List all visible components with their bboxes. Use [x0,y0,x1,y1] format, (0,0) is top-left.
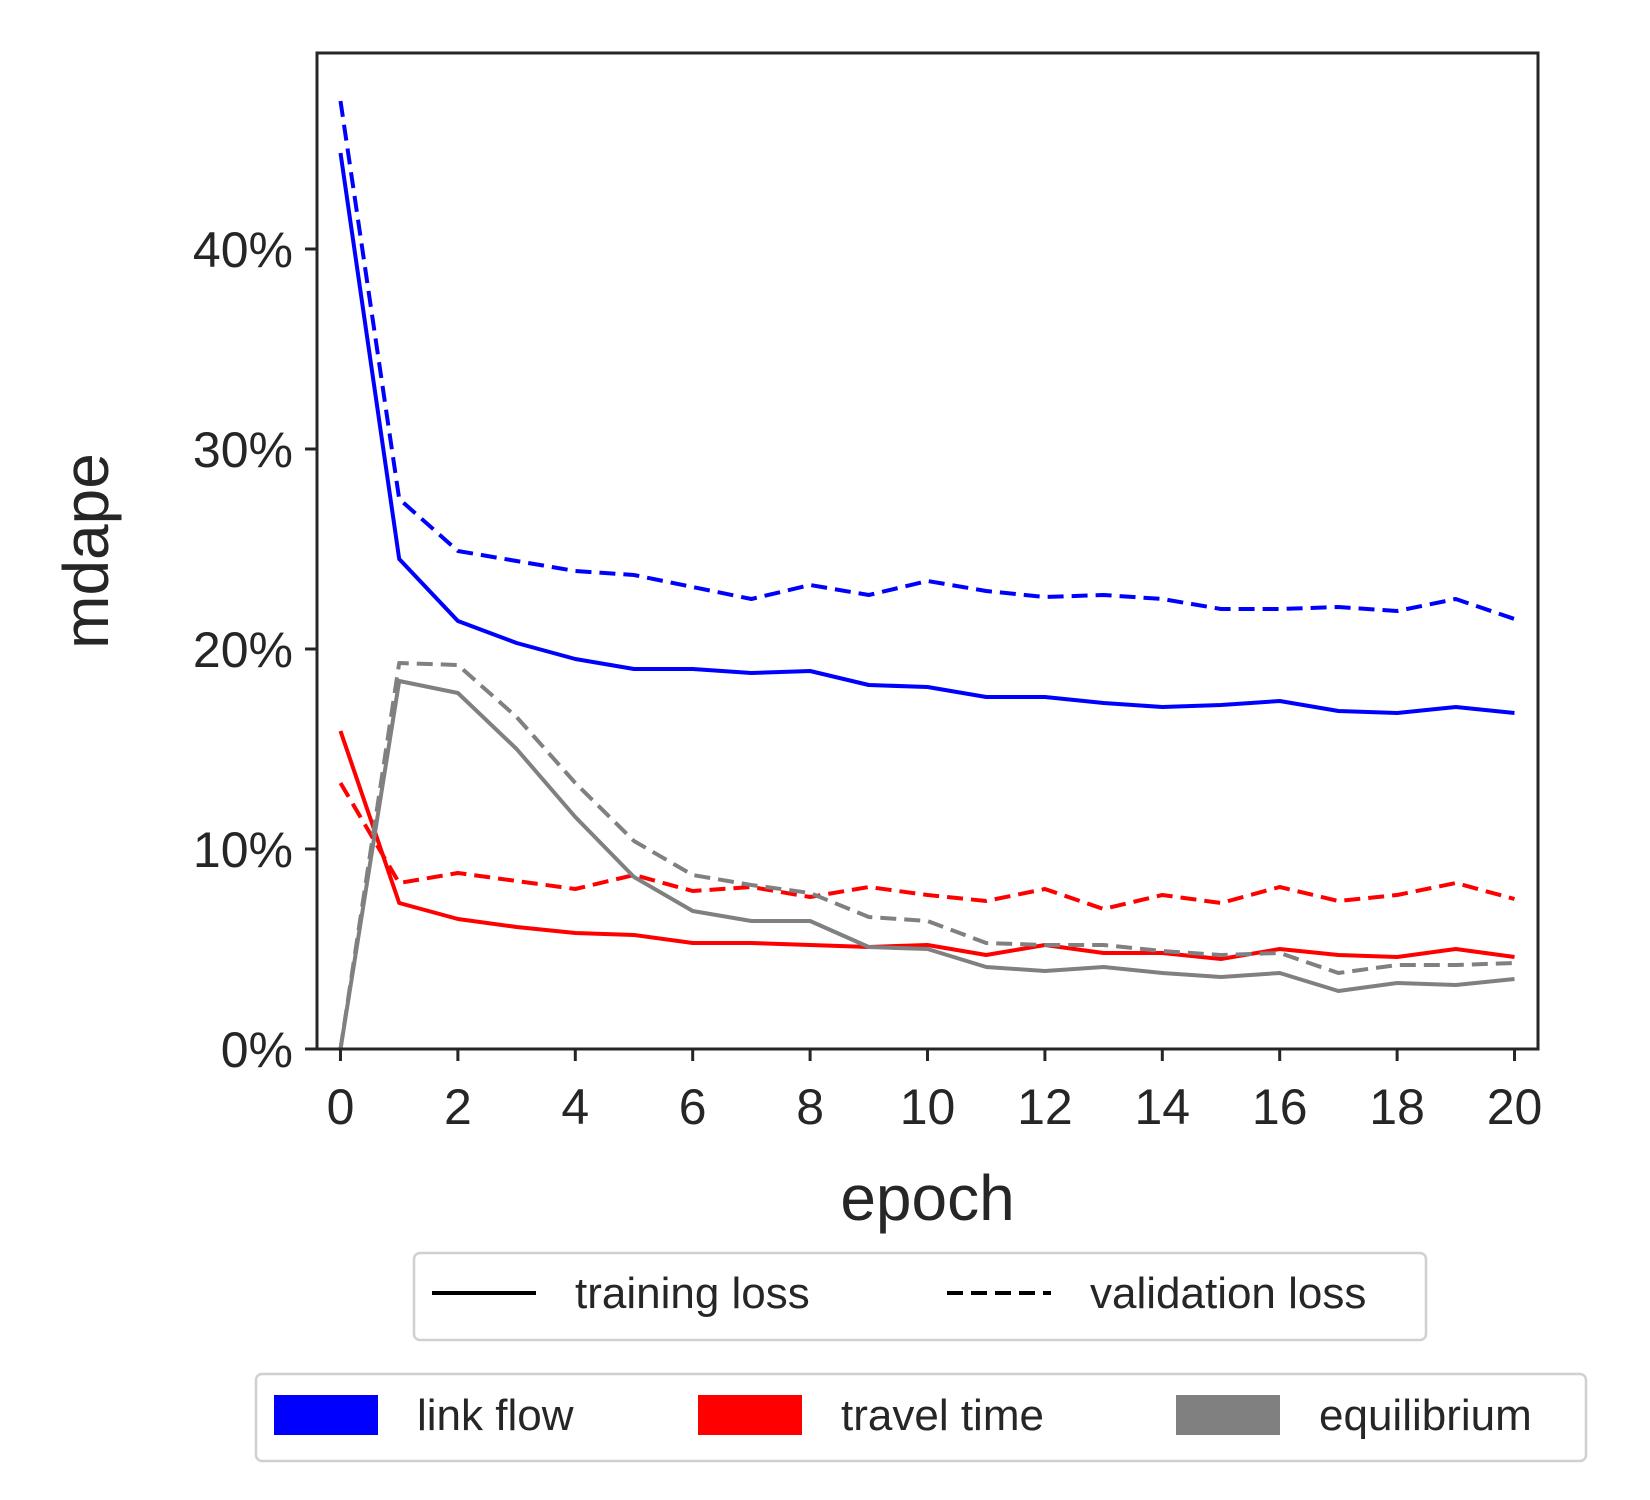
y-tick-label-20: 20% [193,622,293,678]
x-tick-label-0: 0 [327,1079,355,1135]
legend-label-link-flow: link flow [417,1391,574,1440]
x-tick-label-4: 4 [561,1079,589,1135]
y-tick-label-10: 10% [193,822,293,878]
y-tick-label-0: 0% [221,1022,293,1078]
legend-swatch-equilibrium [1176,1395,1280,1435]
legend-linestyle-box [412,1251,1428,1342]
x-tick-label-12: 12 [1017,1079,1073,1135]
x-tick-label-2: 2 [444,1079,472,1135]
x-tick-label-16: 16 [1252,1079,1308,1135]
legend-label-training-loss: training loss [575,1269,810,1318]
series-line-travel-time-validation-loss [338,781,1516,911]
x-tick-label-18: 18 [1369,1079,1425,1135]
x-tick-label-14: 14 [1134,1079,1190,1135]
legend-label-travel-time: travel time [841,1391,1044,1440]
x-tick-label-8: 8 [796,1079,824,1135]
y-tick-label-30: 30% [193,422,293,478]
series-line-link-flow-training-loss [338,152,1515,715]
legend-swatch-travel-time [698,1395,802,1435]
x-tick-label-6: 6 [679,1079,707,1135]
x-tick-label-20: 20 [1487,1079,1543,1135]
legend-swatch-link-flow [274,1395,378,1435]
x-tick-label-10: 10 [900,1079,956,1135]
series-layer [338,100,1516,1050]
ticks-layer: 0 2 4 6 8 10 12 14 16 18 20 0% 10% 20% 30% 40% [193,222,1542,1135]
series-line-travel-time-training-loss [338,730,1515,961]
x-axis-label: epoch [840,1162,1014,1234]
y-tick-label-40: 40% [193,222,293,278]
legend-components: link flow travel time equilibrium [254,1372,1588,1463]
series-line-equilibrium-training-loss [338,679,1515,1050]
legend-label-validation-loss: validation loss [1090,1269,1366,1318]
series-line-equilibrium-validation-loss [338,661,1515,1050]
legend-linestyle: training loss validation loss [412,1251,1428,1342]
legend-label-equilibrium: equilibrium [1319,1391,1532,1440]
y-axis-label: mdape [50,453,122,649]
series-line-link-flow-validation-loss [338,100,1516,621]
